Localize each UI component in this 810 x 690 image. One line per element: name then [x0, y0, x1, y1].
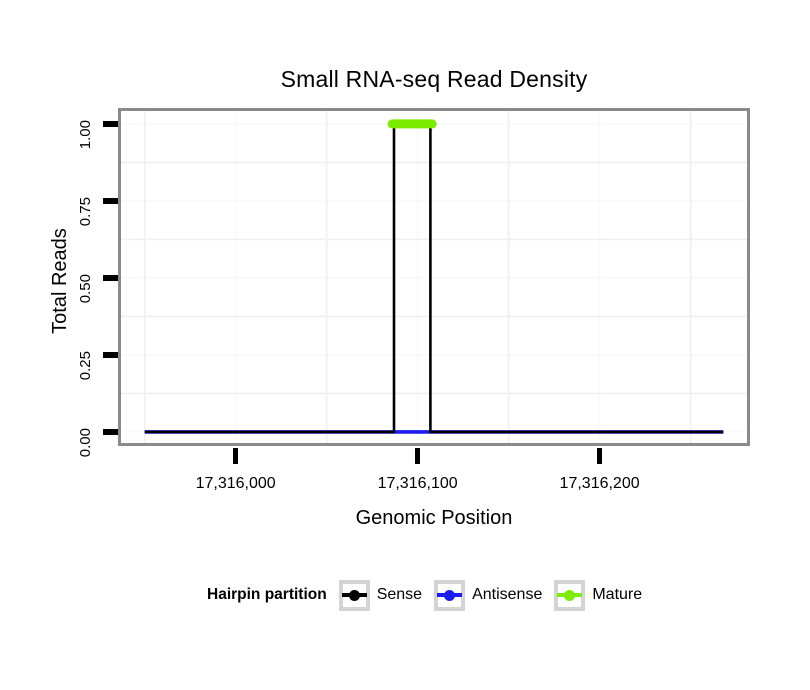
y-tick-mark — [103, 121, 118, 127]
y-tick-mark — [103, 275, 118, 281]
legend-item-mature: Mature — [554, 579, 643, 611]
legend-label-sense: Sense — [376, 586, 423, 603]
x-tick-mark — [232, 448, 239, 464]
legend-key-sense-icon — [338, 579, 370, 611]
x-tick-mark — [596, 448, 603, 464]
legend-key-antisense-icon — [434, 579, 466, 611]
x-tick-mark — [414, 448, 421, 464]
y-axis-title: Total Reads — [49, 228, 71, 334]
y-tick-label: 0.50 — [77, 273, 94, 304]
y-tick-label: 0.75 — [77, 196, 94, 227]
x-tick-label: 17,316,100 — [377, 475, 458, 492]
legend-item-antisense: Antisense — [434, 579, 543, 611]
chart-title: Small RNA-seq Read Density — [280, 66, 588, 92]
y-tick-mark — [103, 429, 118, 435]
y-tick-mark — [103, 198, 118, 204]
legend: Hairpin partition Sense Antisense Mature — [207, 577, 642, 613]
x-tick-label: 17,316,000 — [195, 475, 276, 492]
legend-label-mature: Mature — [592, 586, 643, 603]
y-tick-label: 1.00 — [77, 119, 94, 150]
key-dot — [564, 589, 576, 601]
x-tick-label: 17,316,200 — [559, 475, 640, 492]
legend-title: Hairpin partition — [207, 586, 327, 603]
plot-panel — [118, 108, 750, 446]
plot-lines — [121, 111, 747, 443]
key-dot — [444, 589, 456, 601]
y-tick-label: 0.25 — [77, 350, 94, 381]
legend-item-sense: Sense — [338, 579, 423, 611]
legend-key-mature-icon — [554, 579, 586, 611]
y-tick-label: 0.00 — [77, 427, 94, 458]
legend-label-antisense: Antisense — [472, 586, 543, 603]
y-tick-mark — [103, 352, 118, 358]
key-dot — [348, 589, 360, 601]
x-axis-title: Genomic Position — [355, 507, 513, 529]
